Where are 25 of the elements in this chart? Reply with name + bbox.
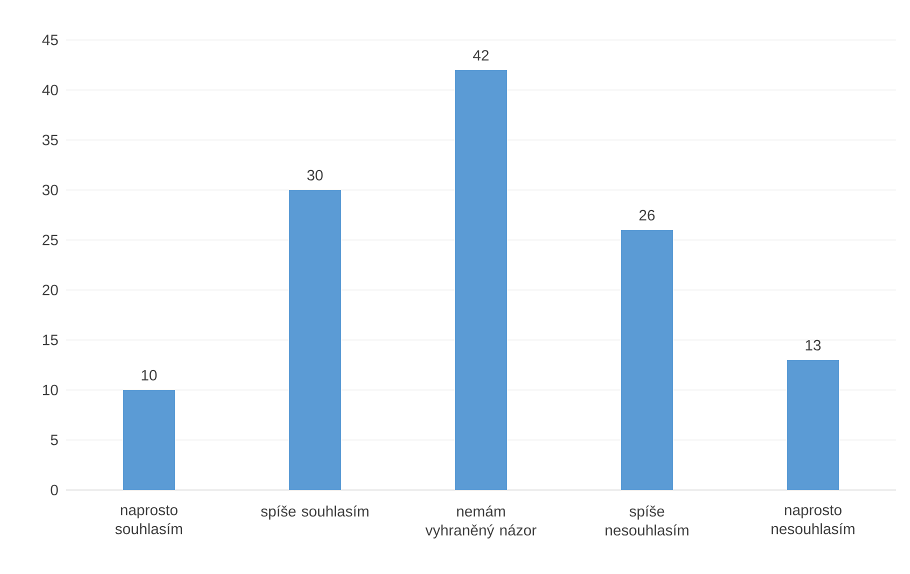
bar [621,230,674,490]
y-tick-label: 45 [42,34,58,46]
bar [123,390,175,490]
bar [289,190,342,490]
y-tick-label: 35 [42,134,58,146]
y-tick-label: 20 [42,284,58,296]
x-tick-label: nemám vyhraněný názor [425,505,536,538]
y-tick-label: 25 [42,234,58,246]
x-tick-label: spíše souhlasím [261,505,368,520]
y-tick-label: 30 [42,184,58,196]
y-tick-label: 15 [43,334,58,346]
data-label: 30 [307,170,323,180]
x-tick-label: naprosto souhlasím [115,505,182,534]
data-label: 42 [473,50,489,60]
data-label: 13 [806,340,821,350]
bar [455,70,508,490]
data-label: 26 [639,210,655,220]
bar [787,360,840,490]
y-tick-label: 5 [50,434,58,446]
data-label: 10 [142,370,157,380]
y-tick-label: 10 [43,384,58,396]
y-tick-label: 0 [50,484,58,496]
y-tick-label: 40 [42,84,58,96]
x-tick-label: spíše nesouhlasím [606,505,688,536]
x-tick-label: naprosto nesouhlasím [772,505,854,534]
